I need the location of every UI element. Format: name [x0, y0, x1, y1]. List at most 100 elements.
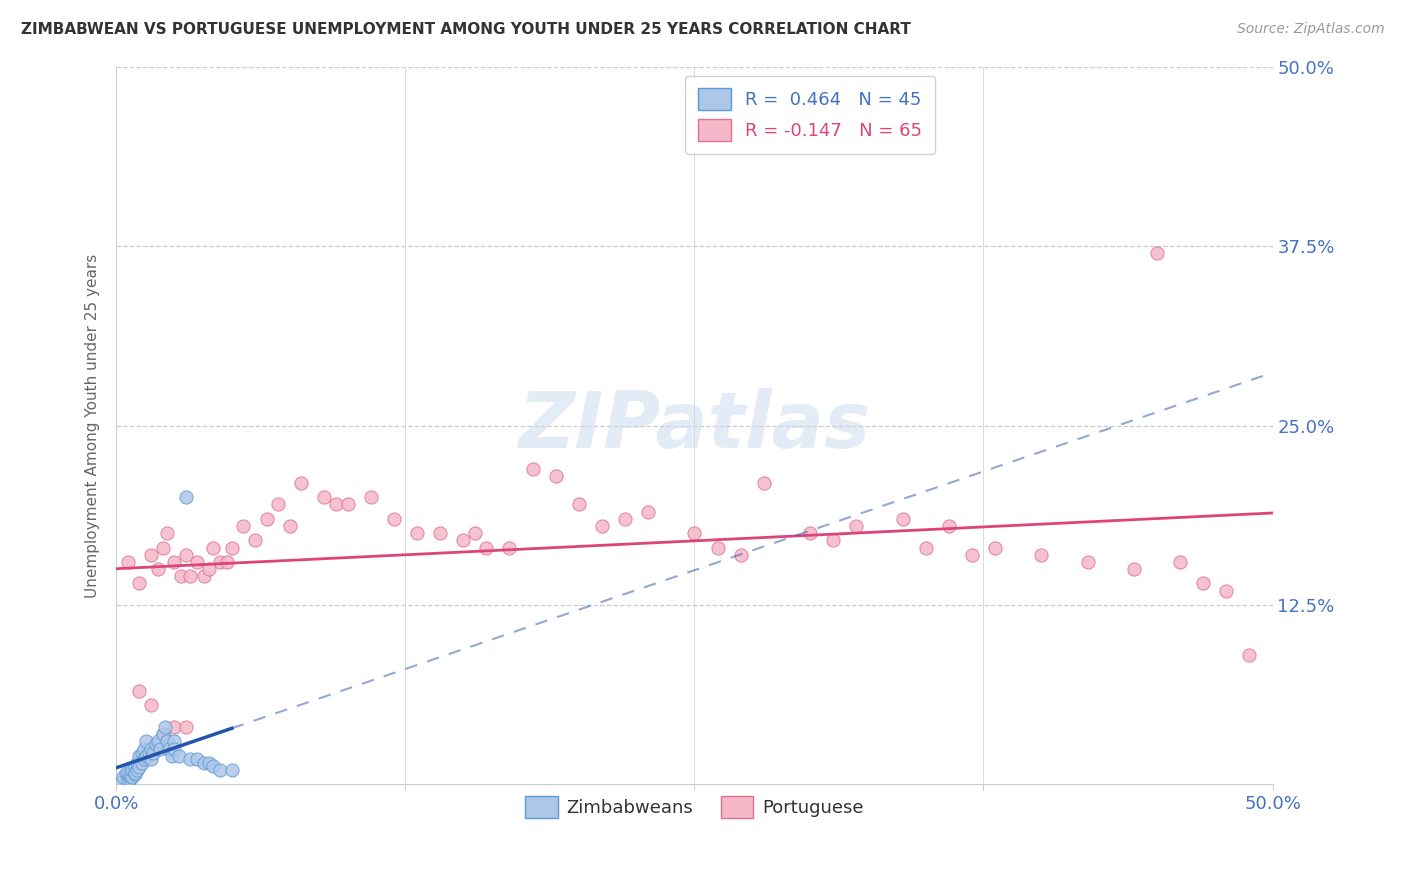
Point — [153, 720, 176, 734]
Point — [125, 756, 148, 770]
Point — [243, 533, 266, 548]
Point — [544, 468, 567, 483]
Point — [406, 526, 429, 541]
Point — [1168, 555, 1191, 569]
Point — [121, 763, 143, 777]
Point — [1146, 246, 1168, 260]
Point — [891, 512, 914, 526]
Point — [152, 541, 174, 555]
Point — [202, 541, 225, 555]
Point — [128, 760, 150, 774]
Point — [193, 756, 215, 770]
Point — [132, 741, 155, 756]
Point — [209, 763, 232, 777]
Point — [591, 519, 613, 533]
Point — [730, 548, 752, 562]
Point — [142, 746, 165, 760]
Point — [174, 720, 197, 734]
Point — [121, 770, 143, 784]
Point — [124, 760, 146, 774]
Point — [139, 698, 162, 713]
Point — [197, 756, 219, 770]
Point — [156, 526, 179, 541]
Point — [120, 769, 142, 783]
Point — [117, 555, 139, 569]
Point — [221, 541, 243, 555]
Point — [128, 684, 150, 698]
Point — [159, 741, 181, 756]
Point — [163, 555, 186, 569]
Point — [1076, 555, 1098, 569]
Point — [146, 734, 169, 748]
Point — [160, 748, 183, 763]
Point — [683, 526, 706, 541]
Point — [845, 519, 868, 533]
Point — [1215, 583, 1237, 598]
Point — [202, 758, 225, 772]
Point — [209, 555, 232, 569]
Point — [1192, 576, 1215, 591]
Point — [752, 475, 775, 490]
Point — [156, 734, 179, 748]
Point — [706, 541, 728, 555]
Point — [464, 526, 486, 541]
Point — [167, 748, 190, 763]
Point — [799, 526, 821, 541]
Point — [475, 541, 498, 555]
Point — [217, 555, 239, 569]
Point — [163, 734, 186, 748]
Point — [163, 741, 186, 756]
Point — [124, 767, 146, 781]
Point — [186, 555, 208, 569]
Point — [1031, 548, 1053, 562]
Point — [170, 569, 193, 583]
Point — [128, 748, 150, 763]
Point — [360, 491, 382, 505]
Point — [152, 727, 174, 741]
Legend: Zimbabweans, Portuguese: Zimbabweans, Portuguese — [517, 789, 870, 826]
Point — [132, 751, 155, 765]
Point — [336, 498, 359, 512]
Point — [174, 491, 197, 505]
Point — [451, 533, 474, 548]
Point — [429, 526, 451, 541]
Point — [960, 548, 983, 562]
Point — [145, 737, 167, 751]
Text: ZIMBABWEAN VS PORTUGUESE UNEMPLOYMENT AMONG YOUTH UNDER 25 YEARS CORRELATION CHA: ZIMBABWEAN VS PORTUGUESE UNEMPLOYMENT AM… — [21, 22, 911, 37]
Point — [125, 763, 148, 777]
Point — [232, 519, 254, 533]
Point — [314, 491, 336, 505]
Point — [174, 548, 197, 562]
Point — [117, 773, 139, 788]
Point — [179, 751, 201, 765]
Point — [117, 767, 139, 781]
Point — [114, 766, 136, 780]
Point — [938, 519, 960, 533]
Point — [139, 548, 162, 562]
Point — [131, 756, 153, 770]
Point — [498, 541, 520, 555]
Y-axis label: Unemployment Among Youth under 25 years: Unemployment Among Youth under 25 years — [86, 253, 100, 598]
Point — [138, 746, 160, 760]
Point — [382, 512, 405, 526]
Point — [1239, 648, 1261, 663]
Point — [197, 562, 219, 576]
Point — [290, 475, 312, 490]
Point — [221, 763, 243, 777]
Point — [193, 569, 215, 583]
Point — [131, 746, 153, 760]
Text: ZIPatlas: ZIPatlas — [519, 387, 870, 464]
Point — [139, 741, 162, 756]
Point — [984, 541, 1007, 555]
Point — [149, 741, 172, 756]
Point — [152, 727, 174, 741]
Point — [637, 505, 659, 519]
Point — [186, 751, 208, 765]
Point — [120, 772, 142, 786]
Point — [163, 720, 186, 734]
Point — [267, 498, 290, 512]
Point — [278, 519, 301, 533]
Point — [124, 766, 146, 780]
Point — [135, 748, 157, 763]
Point — [614, 512, 637, 526]
